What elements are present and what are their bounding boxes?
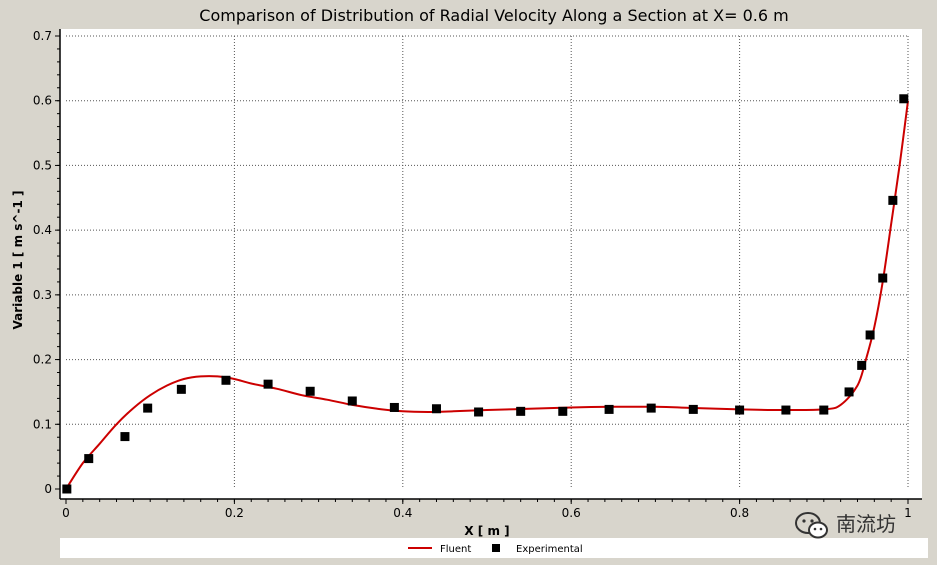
data-point-experimental: [735, 405, 745, 415]
legend-label-experimental: Experimental: [516, 544, 583, 555]
y-tick-label: 0.6: [33, 94, 52, 108]
data-point-experimental: [899, 94, 909, 104]
x-tick-label: 0.4: [393, 506, 412, 520]
data-point-experimental: [347, 396, 357, 406]
x-axis-label: X [ m ]: [464, 524, 509, 538]
watermark-text: 南流坊: [836, 512, 896, 536]
legend-swatch-experimental: [492, 544, 500, 552]
chart-title: Comparison of Distribution of Radial Vel…: [199, 6, 788, 25]
series-line-fluent: [65, 100, 909, 490]
data-point-experimental: [221, 375, 231, 385]
series-layer: [62, 94, 909, 494]
data-point-experimental: [84, 454, 94, 464]
grid-lines: [66, 35, 909, 489]
data-point-experimental: [888, 195, 898, 205]
data-point-experimental: [688, 404, 698, 414]
axes: 0 0.1 0.2 0.3 0.4 0.5 0.6 0.7 0 0.2 0.4 0.6 0.8 1: [33, 29, 922, 520]
x-tick-label: 0.2: [225, 506, 244, 520]
data-point-experimental: [143, 403, 153, 413]
watermark: 南流坊: [795, 512, 896, 539]
x-tick-label: 0.6: [562, 506, 581, 520]
x-tick-label: 0: [62, 506, 70, 520]
data-point-experimental: [516, 406, 526, 416]
data-point-experimental: [558, 406, 568, 416]
y-tick-label: 0.3: [33, 288, 52, 302]
legend-label-fluent: Fluent: [440, 544, 471, 555]
x-tick-label: 0.8: [730, 506, 749, 520]
data-point-experimental: [389, 402, 399, 412]
data-point-experimental: [865, 330, 875, 340]
y-tick-label: 0.7: [33, 29, 52, 43]
y-tick-label: 0.2: [33, 353, 52, 367]
data-point-experimental: [305, 386, 315, 396]
data-point-experimental: [819, 405, 829, 415]
data-point-experimental: [62, 484, 72, 494]
y-axis-label: Variable 1 [ m s^-1 ]: [11, 191, 25, 330]
x-tick-label: 1: [904, 506, 912, 520]
legend-items: Fluent Experimental: [408, 544, 583, 555]
data-point-experimental: [176, 384, 186, 394]
data-point-experimental: [646, 403, 656, 413]
data-point-experimental: [878, 273, 888, 283]
data-point-experimental: [431, 404, 441, 414]
data-point-experimental: [120, 432, 130, 442]
y-tick-label: 0.5: [33, 158, 52, 172]
plot-area: [60, 29, 922, 499]
data-point-experimental: [781, 405, 791, 415]
data-point-experimental: [844, 387, 854, 397]
data-point-experimental: [857, 360, 867, 370]
data-point-experimental: [474, 407, 484, 417]
data-point-experimental: [263, 379, 273, 389]
y-tick-label: 0.4: [33, 223, 52, 237]
data-point-experimental: [604, 404, 614, 414]
wechat-icon: [795, 512, 828, 539]
y-tick-label: 0: [44, 482, 52, 496]
y-tick-label: 0.1: [33, 417, 52, 431]
